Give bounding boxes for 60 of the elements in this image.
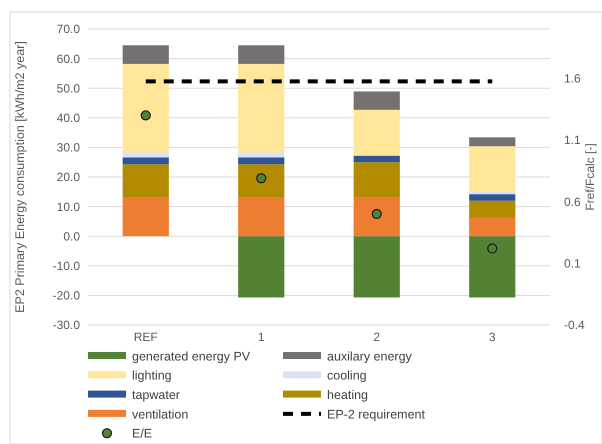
y-tick-label: 30.0 [56, 140, 80, 155]
point [487, 243, 498, 254]
bar [122, 45, 169, 64]
legend-label: E/E [132, 426, 152, 441]
bar [238, 64, 284, 152]
x-tick-label: 1 [258, 330, 265, 344]
y2-tick-label: 0.1 [564, 256, 582, 271]
bar [354, 162, 400, 198]
bar [238, 152, 284, 158]
point [256, 173, 266, 184]
bar [469, 200, 516, 218]
x-tick-label: 3 [488, 330, 496, 344]
bar [238, 236, 284, 298]
y2-tick-label: 0.6 [564, 194, 582, 209]
bar [469, 137, 516, 146]
point [140, 110, 151, 120]
y-axis-title: EP2 Primary Energy consumption [kWh/m2 year] [13, 41, 27, 313]
bar [238, 164, 284, 198]
bar [122, 198, 169, 236]
y2-axis-title: Fref/Fcalc [-] [583, 143, 597, 211]
y-tick-label: -20.0 [52, 288, 80, 303]
bar [469, 194, 516, 201]
y-tick-label: 0.0 [63, 229, 80, 244]
bar [238, 157, 284, 164]
bar [354, 91, 400, 110]
legend-label: heating [327, 388, 368, 402]
y2-tick-label: -0.4 [564, 318, 586, 332]
y-tick-label: 40.0 [56, 111, 80, 125]
bar [122, 152, 169, 158]
bar [354, 198, 400, 236]
x-tick-label: 2 [373, 330, 380, 344]
bar [122, 64, 169, 152]
y2-tick-label: 1.6 [564, 72, 582, 86]
y2-tick-label: 1.1 [564, 133, 582, 148]
bar [469, 146, 516, 192]
y-tick-label: 60.0 [56, 52, 80, 66]
legend-label: ventilation [132, 407, 188, 422]
bar [122, 164, 169, 198]
y-tick-label: -30.0 [52, 318, 80, 332]
legend-label: generated energy PV [132, 349, 251, 364]
y-tick-label: 10.0 [56, 200, 80, 214]
y-tick-label: 50.0 [56, 81, 80, 96]
bar [238, 45, 284, 64]
y-tick-label: -10.0 [52, 259, 80, 273]
bar [354, 156, 400, 162]
bar [238, 198, 284, 236]
legend-label: lighting [132, 368, 172, 383]
bar [354, 236, 400, 298]
bar [122, 157, 169, 164]
bar [354, 110, 400, 156]
legend-label: EP-2 requirement [327, 407, 426, 422]
legend-label: cooling [327, 368, 367, 383]
point [372, 208, 382, 220]
x-tick-label: REF [134, 330, 158, 344]
legend-label: auxilary energy [327, 349, 413, 364]
legend-label: tapwater [132, 388, 180, 402]
y-tick-label: 70.0 [56, 22, 80, 36]
bar [469, 218, 516, 236]
y-tick-label: 20.0 [56, 170, 80, 184]
bar [469, 236, 516, 298]
